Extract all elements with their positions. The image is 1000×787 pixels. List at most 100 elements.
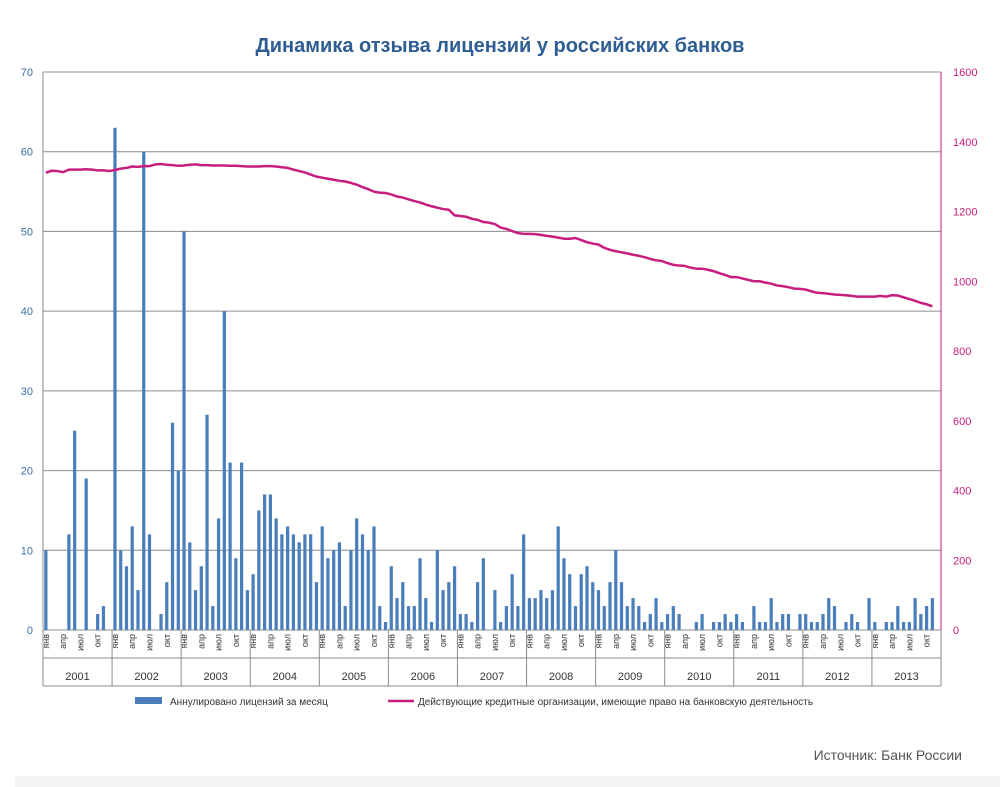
bar (735, 614, 739, 630)
bar (573, 606, 578, 630)
bar (165, 582, 169, 630)
x-month-label: янв (593, 634, 603, 649)
bar (251, 574, 255, 630)
x-month-label: июл (697, 634, 707, 651)
bar (694, 622, 698, 630)
bar (775, 622, 779, 630)
x-month-label: янв (386, 634, 396, 649)
bar (216, 518, 221, 630)
x-month-label: июл (283, 634, 293, 651)
y-right-tick-label: 0 (953, 625, 959, 637)
bar (101, 606, 106, 630)
bar (585, 566, 589, 630)
bar (268, 494, 272, 630)
x-month-label: апр (196, 634, 206, 649)
x-month-label: окт (714, 634, 724, 647)
bar (867, 598, 871, 630)
x-month-label: апр (473, 634, 483, 649)
bar (424, 598, 428, 630)
bar (441, 590, 445, 630)
bar (896, 606, 900, 630)
bar (366, 550, 370, 630)
bar (740, 622, 745, 630)
bar (631, 598, 635, 630)
x-month-label: апр (265, 634, 275, 649)
chart-title: Динамика отзыва лицензий у российских ба… (256, 35, 745, 57)
bar (360, 534, 365, 630)
bar (447, 582, 451, 630)
bar (372, 526, 376, 630)
bar (671, 606, 675, 630)
x-month-label: окт (576, 634, 586, 647)
bar (418, 558, 422, 630)
x-month-label: апр (611, 634, 621, 649)
x-year-label: 2003 (203, 671, 227, 683)
x-month-label: окт (853, 634, 863, 647)
x-year-label: 2012 (825, 671, 849, 683)
bar (142, 151, 146, 630)
bar (349, 550, 353, 630)
x-month-label: янв (179, 634, 189, 649)
bar (406, 606, 411, 630)
bar (343, 606, 347, 630)
bar (855, 622, 860, 630)
bar (383, 622, 388, 630)
x-month-label: янв (801, 634, 811, 649)
bar (309, 534, 313, 630)
y-left-tick-label: 70 (21, 67, 33, 79)
bar (147, 534, 152, 630)
bar (504, 606, 509, 630)
bar (608, 582, 612, 630)
bar (303, 534, 307, 630)
x-month-label: янв (317, 634, 327, 649)
legend: Аннулировано лицензий за месяц Действующ… (135, 696, 813, 708)
x-month-label: апр (404, 634, 414, 649)
x-month-label: июл (214, 634, 224, 651)
bar (516, 606, 520, 630)
x-year-label: 2007 (480, 671, 504, 683)
bar (96, 614, 100, 630)
bar (401, 582, 405, 630)
bar (930, 598, 934, 630)
y-right-tick-label: 200 (953, 555, 971, 567)
bar (429, 622, 434, 630)
bar (729, 622, 733, 630)
bar (913, 598, 917, 630)
x-month-label: апр (58, 634, 68, 649)
bar (412, 606, 416, 630)
bar (44, 550, 48, 630)
bar (286, 526, 290, 630)
bar (654, 598, 658, 630)
bar (136, 590, 140, 630)
x-month-label: окт (645, 634, 655, 647)
bar (717, 622, 721, 630)
bar (798, 614, 802, 630)
bar (591, 582, 595, 630)
bar (291, 534, 296, 630)
y-right-tick-label: 1200 (953, 207, 977, 219)
bar (919, 614, 923, 630)
bar (297, 542, 301, 630)
left-y-axis: 0 10 20 30 40 50 60 70 (21, 67, 44, 637)
bar (614, 550, 618, 630)
bar (124, 566, 129, 630)
y-right-tick-label: 400 (953, 486, 971, 498)
bar (723, 614, 727, 630)
y-right-tick-label: 1600 (953, 67, 977, 79)
line-series (45, 162, 933, 308)
bar (769, 598, 773, 630)
bar (395, 598, 399, 630)
bar (170, 422, 175, 630)
footer-band (15, 776, 1000, 787)
bar (850, 614, 854, 630)
x-month-label: апр (334, 634, 344, 649)
x-month-label: июл (352, 634, 362, 651)
bar (326, 558, 330, 630)
x-month-label: апр (887, 634, 897, 649)
bar (642, 622, 647, 630)
bar (619, 582, 624, 630)
bar (602, 606, 606, 630)
bar (677, 614, 681, 630)
bar (758, 622, 762, 630)
x-month-label: окт (369, 634, 379, 647)
